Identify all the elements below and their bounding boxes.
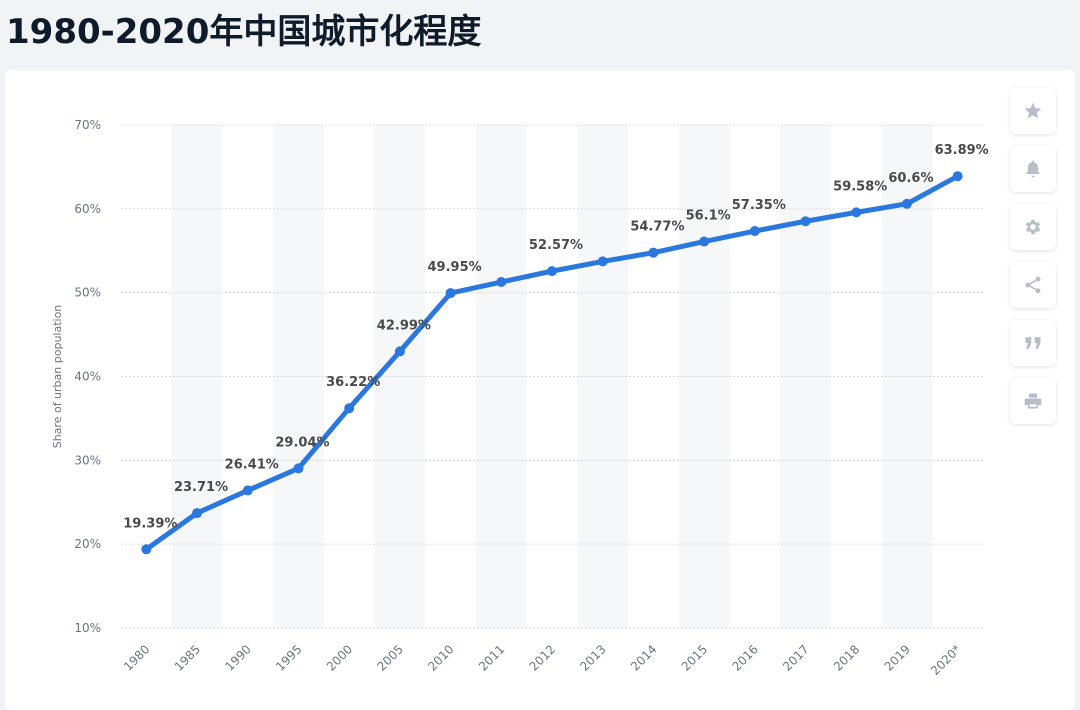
x-tick-label: 1980 xyxy=(121,642,152,673)
data-point xyxy=(192,508,203,519)
data-point xyxy=(800,216,811,227)
x-tick-label: 2000 xyxy=(324,642,355,673)
quote-icon xyxy=(1025,337,1041,349)
chart-toolbar xyxy=(1010,88,1058,436)
x-tick-label: 2013 xyxy=(577,642,608,673)
data-point xyxy=(394,346,405,357)
share-button[interactable] xyxy=(1010,262,1056,308)
data-point xyxy=(293,463,304,474)
y-tick-label: 60% xyxy=(74,202,101,216)
data-label: 36.22% xyxy=(326,375,380,390)
y-tick-label: 20% xyxy=(74,537,101,551)
data-label: 26.41% xyxy=(225,457,279,472)
y-tick-label: 10% xyxy=(74,621,101,635)
x-tick-label: 2010 xyxy=(425,642,456,673)
data-point xyxy=(699,236,710,247)
notification-button[interactable] xyxy=(1010,146,1056,192)
data-point xyxy=(547,266,557,277)
data-point xyxy=(496,277,507,288)
data-point xyxy=(597,256,608,267)
y-axis-label: Share of urban population xyxy=(51,305,64,449)
x-tick-label: 2018 xyxy=(831,642,862,673)
y-tick-label: 30% xyxy=(74,453,101,467)
category-band xyxy=(577,125,629,628)
x-tick-label: 2005 xyxy=(375,642,406,673)
x-tick-label: 2016 xyxy=(729,642,760,673)
data-label: 54.77% xyxy=(630,220,684,235)
x-tick-label: 1995 xyxy=(273,642,304,673)
x-tick-label: 2015 xyxy=(679,642,710,673)
data-point xyxy=(141,544,152,555)
data-point xyxy=(851,207,862,218)
x-tick-label: 2014 xyxy=(628,642,659,673)
data-point xyxy=(648,247,659,258)
settings-button[interactable] xyxy=(1010,204,1056,250)
data-label: 42.99% xyxy=(377,318,431,333)
data-point xyxy=(952,171,963,182)
print-icon xyxy=(1024,393,1042,409)
y-tick-label: 40% xyxy=(74,370,101,384)
category-band xyxy=(374,125,426,628)
page-title: 1980-2020年中国城市化程度 xyxy=(6,12,482,52)
print-button[interactable] xyxy=(1010,378,1056,424)
cite-button[interactable] xyxy=(1010,320,1056,366)
gear-icon xyxy=(1025,219,1041,235)
data-point xyxy=(901,198,912,209)
bell-icon xyxy=(1026,160,1040,178)
data-label: 63.89% xyxy=(935,143,989,158)
x-tick-label: 2012 xyxy=(527,642,558,673)
star-icon xyxy=(1024,102,1042,119)
data-point xyxy=(344,403,355,414)
data-label: 29.04% xyxy=(275,435,329,450)
y-tick-label: 70% xyxy=(74,118,101,132)
line-chart: 10% 20% 30% 40% 50% 60% 70% Share of urban popu… xyxy=(51,118,989,678)
series-line xyxy=(143,173,961,552)
x-tick-label: 2019 xyxy=(882,642,913,673)
x-tick-label: 2011 xyxy=(476,642,507,673)
data-label: 59.58% xyxy=(833,179,887,194)
data-label: 56.1% xyxy=(686,209,731,224)
data-label: 19.39% xyxy=(123,516,177,531)
share-icon xyxy=(1025,276,1041,294)
x-tick-label: 2017 xyxy=(780,642,811,673)
data-point xyxy=(445,288,456,299)
x-tick-label: 1985 xyxy=(172,642,203,673)
y-tick-label: 50% xyxy=(74,286,101,300)
favorite-button[interactable] xyxy=(1010,88,1056,134)
data-label: 23.71% xyxy=(174,480,228,495)
data-label: 52.57% xyxy=(529,238,583,253)
chart-card: 10% 20% 30% 40% 50% 60% 70% Share of urban popu… xyxy=(5,70,1075,710)
data-point xyxy=(749,226,760,237)
data-label: 60.6% xyxy=(888,171,933,186)
x-tick-label: 1990 xyxy=(222,642,253,673)
data-label: 49.95% xyxy=(428,260,482,275)
x-tick-label: 2020* xyxy=(928,642,964,678)
data-label: 57.35% xyxy=(732,198,786,213)
data-point xyxy=(242,485,253,496)
